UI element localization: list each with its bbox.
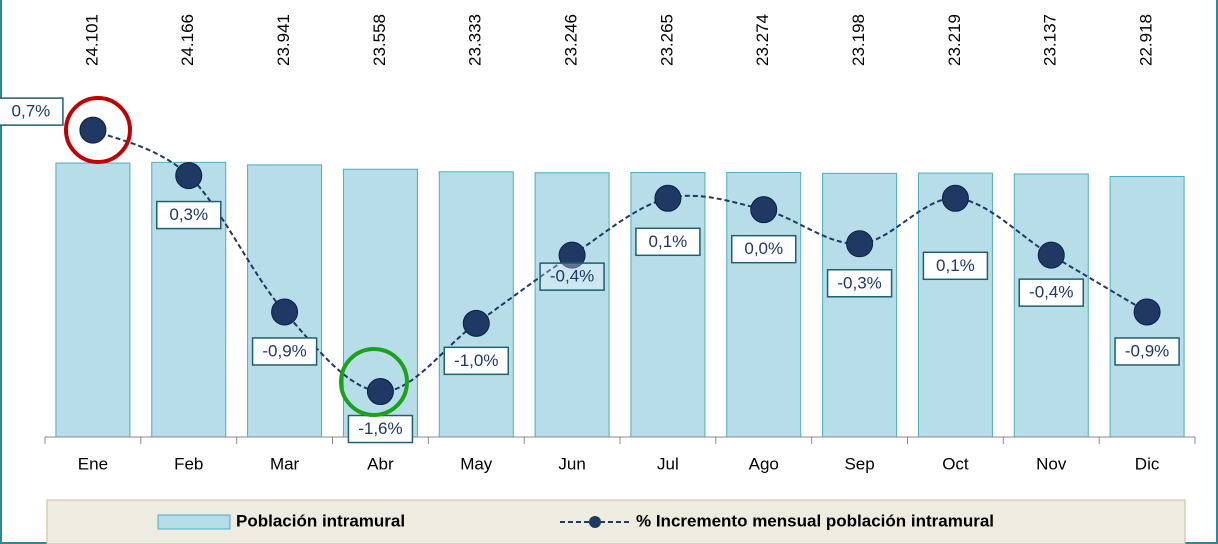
x-tick-label: Ene xyxy=(78,454,108,473)
x-tick-label: Mar xyxy=(270,454,300,473)
line-value-label: -0,3% xyxy=(837,273,881,292)
line-marker xyxy=(750,196,778,224)
line-label-box xyxy=(731,234,797,264)
bar-value-label: 23.198 xyxy=(849,14,868,66)
bar-value-label: 23.246 xyxy=(562,14,581,66)
line-value-label: 0,1% xyxy=(936,256,975,275)
line-label-box xyxy=(0,97,64,126)
line-value-label: 0,7% xyxy=(12,102,51,121)
line-value-label: 0,0% xyxy=(744,239,783,258)
line-value-label: -0,4% xyxy=(550,267,594,286)
line-label-box xyxy=(1018,278,1084,307)
line-label-box xyxy=(156,200,222,230)
line-label-box xyxy=(635,227,701,257)
line-value-label: -1,0% xyxy=(454,351,498,370)
line-marker xyxy=(1037,241,1065,269)
line-value-label: 0,1% xyxy=(649,232,688,251)
x-tick-label: Sep xyxy=(844,454,874,473)
bar xyxy=(55,162,131,438)
line-marker xyxy=(558,241,586,269)
bar xyxy=(534,172,610,438)
bar xyxy=(630,172,706,438)
x-tick-label: Oct xyxy=(942,454,969,473)
legend-label: % Incremento mensual población intramura… xyxy=(636,511,994,530)
bar-value-label: 24.101 xyxy=(82,14,101,66)
x-tick-label: Abr xyxy=(367,454,394,473)
line-label-box xyxy=(922,251,989,281)
bar-value-label: 23.274 xyxy=(753,14,772,66)
line-label-box xyxy=(347,414,414,444)
line-marker xyxy=(846,230,874,258)
bar-value-label: 23.265 xyxy=(657,14,676,66)
bar-value-label: 23.558 xyxy=(370,14,389,66)
line-marker xyxy=(366,378,394,406)
line-value-label: 0,3% xyxy=(169,205,208,224)
line-marker xyxy=(79,116,107,144)
bar-value-label: 22.918 xyxy=(1137,14,1156,66)
legend-label: Población intramural xyxy=(236,511,405,530)
bar xyxy=(917,172,993,438)
x-tick-label: Nov xyxy=(1036,454,1067,473)
line-marker xyxy=(654,184,682,212)
legend-swatch-marker xyxy=(589,516,601,528)
bar-value-label: 24.166 xyxy=(178,14,197,66)
bar-value-label: 23.137 xyxy=(1041,14,1060,66)
x-tick-label: Feb xyxy=(174,454,203,473)
line-label-box xyxy=(1114,337,1180,366)
line-value-label: -0,4% xyxy=(1029,283,1073,302)
line-label-box xyxy=(539,262,605,291)
line-label-box xyxy=(251,337,318,366)
x-tick-label: Jul xyxy=(657,454,679,473)
x-tick-label: Dic xyxy=(1135,454,1160,473)
line-marker xyxy=(175,162,203,190)
line xyxy=(92,129,1148,393)
bar-value-label: 23.219 xyxy=(945,14,964,66)
line-marker xyxy=(1133,298,1161,326)
x-tick-label: Jun xyxy=(558,454,585,473)
line-value-label: -0,9% xyxy=(1125,341,1169,360)
legend-swatch-bar xyxy=(157,514,231,530)
line-value-label: -0,9% xyxy=(262,341,306,360)
line-label-box xyxy=(443,346,509,376)
line-marker xyxy=(462,309,490,337)
highlight-max xyxy=(64,96,132,164)
line-value-label: -1,6% xyxy=(358,419,402,438)
bar-value-label: 23.941 xyxy=(274,14,293,66)
bar-value-label: 23.333 xyxy=(466,14,485,66)
highlight-min xyxy=(339,347,409,417)
x-tick-label: May xyxy=(460,454,493,473)
line-marker xyxy=(271,298,299,326)
bar xyxy=(822,172,898,438)
x-tick-label: Ago xyxy=(749,454,779,473)
line-marker xyxy=(941,184,969,212)
line-label-box xyxy=(826,269,893,298)
